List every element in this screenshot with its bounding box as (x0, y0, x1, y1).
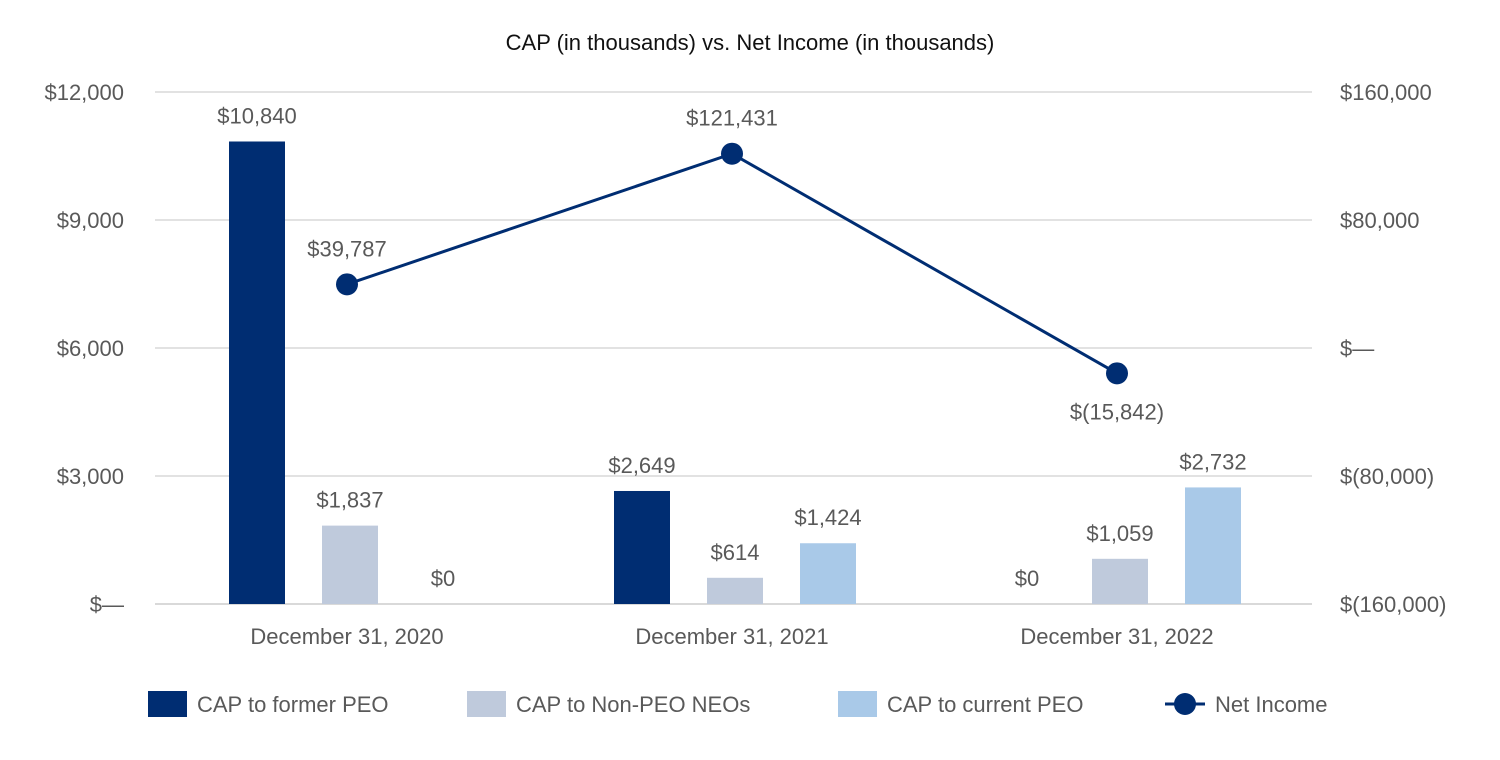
right-tick-label: $— (1340, 336, 1374, 361)
bar-data-label: $0 (1015, 566, 1039, 591)
left-tick-label: $3,000 (57, 464, 124, 489)
bar (1185, 487, 1241, 604)
bar (229, 141, 285, 604)
right-tick-label: $80,000 (1340, 208, 1420, 233)
bar-data-label: $1,059 (1086, 521, 1153, 546)
legend-label: CAP to current PEO (887, 692, 1083, 717)
right-axis: $(160,000) $(80,000) $— $80,000 $160,000 (1340, 80, 1446, 617)
legend-label: Net Income (1215, 692, 1328, 717)
net-income-point (721, 142, 743, 165)
legend: CAP to former PEO CAP to Non-PEO NEOs CAP … (148, 691, 1328, 717)
right-tick-label: $(160,000) (1340, 592, 1446, 617)
chart-title: CAP (in thousands) vs. Net Income (in th… (506, 30, 995, 55)
bar-data-label: $0 (431, 566, 455, 591)
line-data-label: $39,787 (307, 236, 387, 261)
category-label: December 31, 2021 (635, 624, 828, 649)
category-axis: December 31, 2020 December 31, 2021 Decemb… (250, 624, 1213, 649)
bar-data-label: $614 (711, 540, 760, 565)
bar (614, 490, 670, 604)
legend-marker (1174, 693, 1196, 715)
right-tick-label: $(80,000) (1340, 464, 1434, 489)
labels-layer: $10,840 $2,649 $0 $1,837 $614 $1,059 $0 $1,424 $… (217, 103, 1246, 591)
bar (707, 577, 763, 604)
legend-swatch (148, 691, 187, 717)
bars-layer (229, 141, 1241, 604)
left-tick-label: $— (90, 592, 124, 617)
bar-data-label: $1,424 (794, 505, 861, 530)
net-income-line (346, 152, 1118, 375)
legend-label: CAP to Non-PEO NEOs (516, 692, 750, 717)
legend-swatch (838, 691, 877, 717)
category-label: December 31, 2020 (250, 624, 443, 649)
bar (800, 543, 856, 604)
left-tick-label: $12,000 (44, 80, 124, 105)
right-tick-label: $160,000 (1340, 80, 1432, 105)
net-income-point (1106, 362, 1128, 385)
bar-data-label: $2,732 (1179, 449, 1246, 474)
left-tick-label: $6,000 (57, 336, 124, 361)
bar (322, 525, 378, 604)
legend-label: CAP to former PEO (197, 692, 389, 717)
category-label: December 31, 2022 (1020, 624, 1213, 649)
line-layer (336, 142, 1128, 385)
left-tick-label: $9,000 (57, 208, 124, 233)
left-axis: $— $3,000 $6,000 $9,000 $12,000 (44, 80, 124, 617)
line-data-label: $(15,842) (1070, 399, 1164, 424)
bar-data-label: $10,840 (217, 103, 297, 128)
legend-swatch (467, 691, 506, 717)
net-income-point (336, 273, 358, 296)
line-data-label: $121,431 (686, 106, 778, 131)
bar-data-label: $2,649 (608, 453, 675, 478)
bar (1092, 558, 1148, 604)
bar-data-label: $1,837 (316, 488, 383, 513)
